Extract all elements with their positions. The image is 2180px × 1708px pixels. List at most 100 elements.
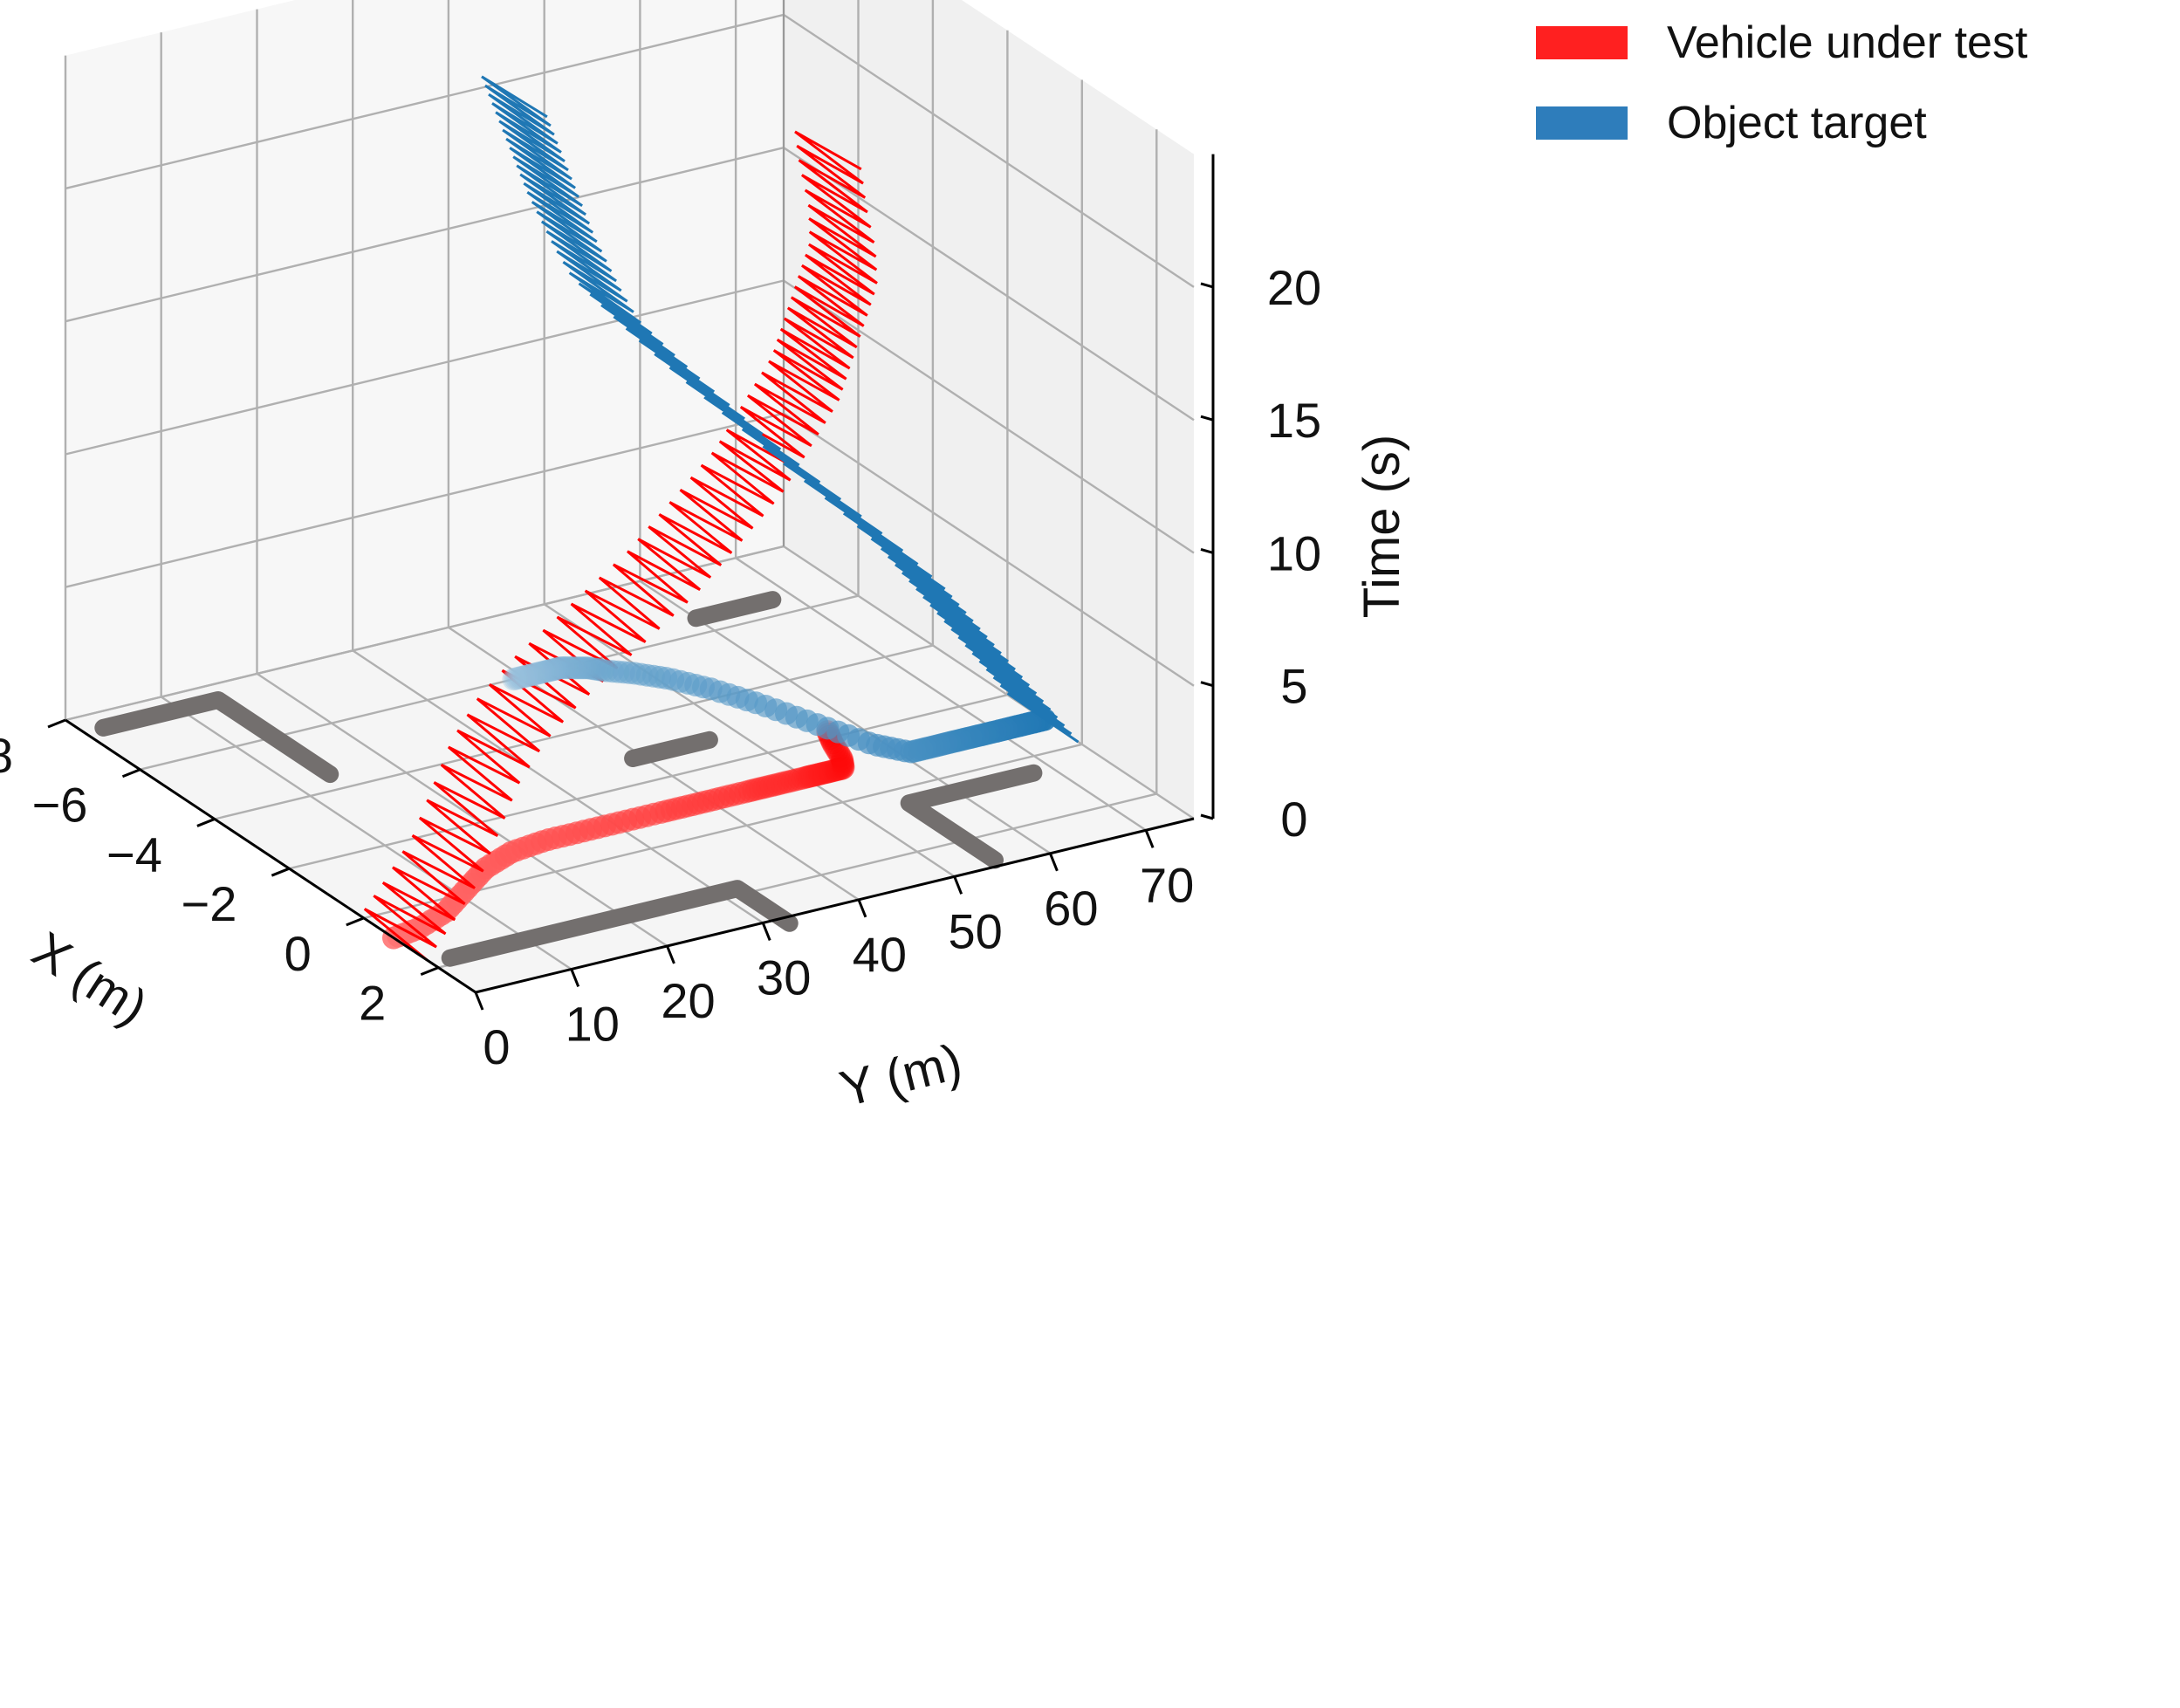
y-axis-line xyxy=(475,817,1195,994)
target-ground-point xyxy=(559,656,582,680)
vehicle-ground-point xyxy=(817,760,840,784)
target-ground-point xyxy=(531,661,555,683)
x-tick-mark xyxy=(271,867,290,877)
y-tick-mark xyxy=(761,922,771,941)
z-tick-mark xyxy=(1200,415,1214,422)
x-axis-line xyxy=(65,718,476,994)
legend-label-target: Object target xyxy=(1667,98,1927,148)
vehicle-ground-point xyxy=(832,754,855,778)
x-tick-mark xyxy=(47,718,66,729)
target-ground-point xyxy=(556,656,579,680)
target-ground-point xyxy=(524,662,548,685)
vehicle-ground-point xyxy=(808,762,832,785)
target-ground-point xyxy=(511,665,534,689)
target-ground-point xyxy=(526,662,550,685)
target-ground-point xyxy=(528,662,552,684)
x-tick-mark xyxy=(346,916,365,927)
y-tick-mark xyxy=(953,875,963,895)
target-ground-point xyxy=(542,658,566,682)
z-tick-label: 10 xyxy=(1267,525,1321,580)
target-ground-point xyxy=(540,658,564,682)
road-markings xyxy=(94,591,1043,967)
target-ground-point xyxy=(533,660,557,683)
y-tick-mark xyxy=(474,991,484,1011)
vehicle-ground-point xyxy=(820,759,844,783)
x-tick-label: −6 xyxy=(32,778,88,833)
target-ground-point xyxy=(516,664,539,688)
y-axis-label: Y (m) xyxy=(834,1033,967,1118)
vehicle-ground-point xyxy=(815,761,839,784)
target-ground-point xyxy=(537,659,560,683)
y-tick-mark xyxy=(666,945,675,964)
target-ground-point xyxy=(519,663,543,687)
z-tick-mark xyxy=(1200,813,1214,820)
legend-swatch-vehicle xyxy=(1536,26,1628,59)
y-tick-mark xyxy=(570,968,580,988)
road-line xyxy=(441,880,799,967)
vehicle-ground-point xyxy=(819,760,842,783)
target-ground-point xyxy=(521,662,545,686)
z-tick-label: 0 xyxy=(1280,792,1307,847)
legend-swatch-target xyxy=(1536,106,1628,140)
legend-label-vehicle: Vehicle under test xyxy=(1667,17,2028,68)
target-ground-point xyxy=(504,667,527,690)
road-line xyxy=(94,691,339,784)
z-tick-mark xyxy=(1200,681,1214,688)
z-tick-label: 15 xyxy=(1267,393,1321,448)
vehicle-ground-point xyxy=(824,758,847,782)
vehicle-ground-point xyxy=(822,759,846,782)
x-tick-mark xyxy=(196,818,216,827)
target-ground-point xyxy=(512,665,536,689)
vehicle-ground-point xyxy=(827,742,851,765)
z-tick-mark xyxy=(1200,282,1214,289)
target-ground-point xyxy=(514,664,538,688)
y-tick-label: 0 xyxy=(483,1019,510,1074)
target-ground-point xyxy=(505,667,529,690)
vehicle-ground-point xyxy=(829,758,853,781)
vehicle-ground-point xyxy=(831,749,854,772)
vehicle-ground-point xyxy=(832,756,855,779)
target-ground-point xyxy=(538,659,562,682)
target-ground-point xyxy=(545,657,569,681)
vehicle-ground-point xyxy=(812,761,835,785)
target-ground-point xyxy=(554,656,578,679)
vehicle-ground-point xyxy=(831,751,854,774)
target-ground-point xyxy=(502,668,525,691)
vehicle-ground-point xyxy=(829,744,853,768)
y-tick-label: 60 xyxy=(1044,881,1098,936)
y-tick-label: 50 xyxy=(949,903,1003,958)
x-tick-label: 0 xyxy=(284,926,312,981)
vehicle-ground-point xyxy=(826,758,849,781)
x-tick-label: −8 xyxy=(0,728,13,783)
legend: Vehicle under test Object target xyxy=(1536,17,2028,148)
target-ground-point xyxy=(535,660,559,683)
vehicle-ground-point xyxy=(806,763,830,786)
axes xyxy=(65,154,1215,994)
target-trajectory-ribbon xyxy=(481,75,1080,744)
floor-pane xyxy=(65,546,1194,992)
road-line xyxy=(900,764,1043,869)
vehicle-ground-point xyxy=(831,757,854,780)
target-ground-point xyxy=(552,656,575,679)
x-tick-label: 2 xyxy=(359,976,386,1031)
back-pane-left xyxy=(65,0,784,720)
y-tick-label: 70 xyxy=(1140,857,1194,912)
target-ground-point xyxy=(518,663,541,687)
z-tick-label: 5 xyxy=(1280,659,1307,714)
target-ground-point xyxy=(523,662,546,686)
y-tick-mark xyxy=(857,899,867,918)
vehicle-ground-point xyxy=(830,747,853,771)
y-tick-mark xyxy=(1144,829,1155,848)
trajectories xyxy=(363,75,1080,962)
target-ground-point xyxy=(547,656,571,680)
target-ground-point xyxy=(544,657,567,681)
target-ground-point xyxy=(507,666,531,689)
vehicle-ground-point xyxy=(827,758,851,781)
x-tick-mark xyxy=(121,768,141,779)
target-ground-point xyxy=(549,656,572,680)
y-tick-label: 40 xyxy=(853,927,907,982)
z-axis-label: Time (s) xyxy=(1354,435,1410,618)
